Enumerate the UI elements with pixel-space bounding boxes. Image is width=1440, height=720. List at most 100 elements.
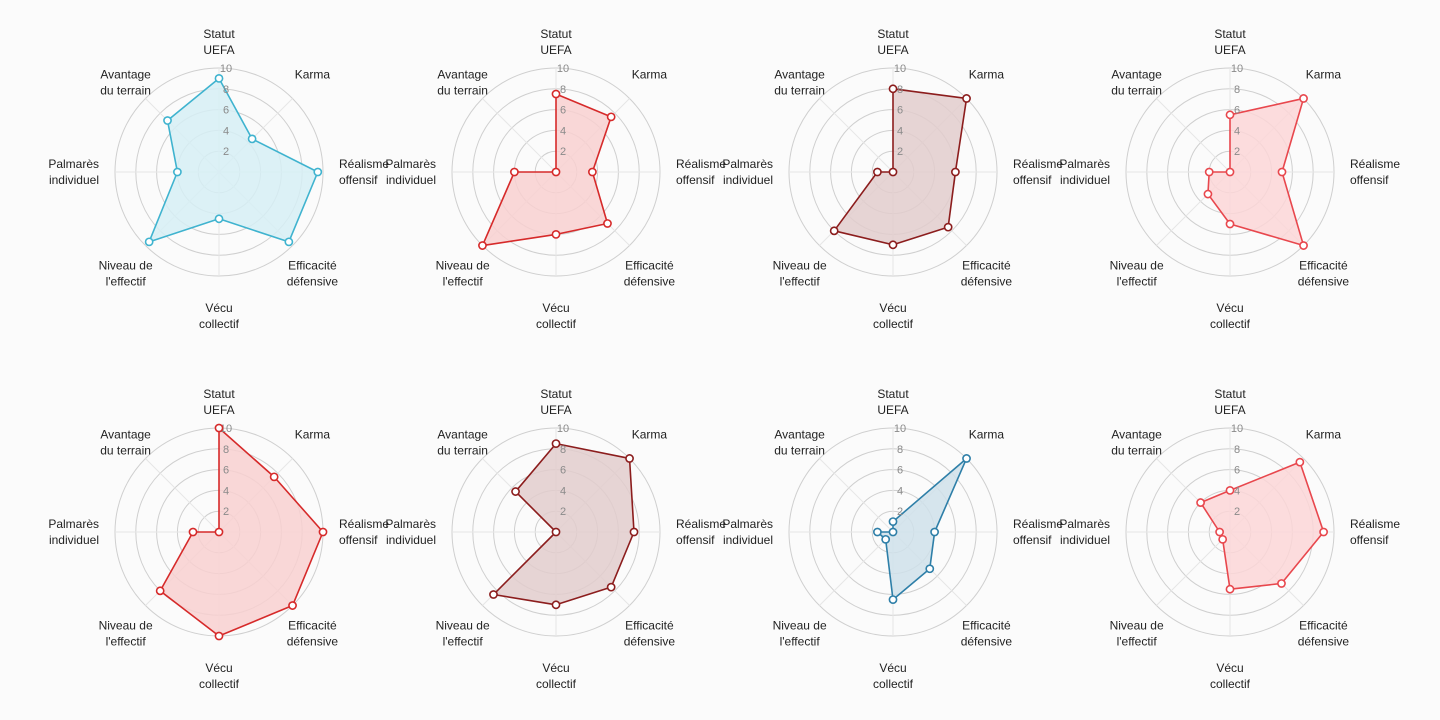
axis-label: Vécu collectif	[199, 301, 240, 331]
axis-label: Réalisme offensif	[339, 157, 389, 187]
axis-label: Statut UEFA	[1214, 387, 1246, 417]
axis-label: Vécu collectif	[536, 301, 577, 331]
data-point	[1319, 527, 1328, 537]
tick-label: 6	[897, 465, 903, 477]
data-point	[872, 167, 882, 177]
data-point	[962, 94, 971, 103]
radar-chart-3: 2 4 6 8 10 Statut UEFA Karma Réalisme offensif Eff…	[722, 27, 1063, 331]
data-point	[478, 241, 487, 250]
tick-label: 2	[1234, 146, 1240, 158]
axis-label: Statut UEFA	[877, 27, 909, 57]
data-point	[551, 439, 561, 448]
data-point	[888, 167, 898, 177]
data-point	[1218, 534, 1228, 544]
axis-label: Avantage du terrain	[1111, 68, 1162, 98]
axis-label: Efficacité défensive	[287, 618, 339, 648]
axis-label: Palmarès individuel	[722, 157, 773, 187]
axis-label: Vécu collectif	[1210, 301, 1251, 331]
data-point	[888, 517, 898, 526]
tick-label: 2	[1234, 506, 1240, 518]
data-point	[313, 167, 323, 177]
axis-label: Avantage du terrain	[437, 428, 488, 458]
tick-label: 6	[1234, 105, 1240, 117]
axis-label: Niveau de l'effectif	[99, 258, 153, 288]
axis-label: Réalisme offensif	[1013, 157, 1063, 187]
axis-label: Karma	[295, 68, 331, 82]
tick-label: 8	[560, 444, 566, 456]
data-point	[930, 527, 939, 537]
data-point	[489, 590, 498, 599]
data-point	[1225, 167, 1235, 177]
data-point	[629, 527, 639, 537]
axis-label: Karma	[1306, 428, 1342, 442]
axis-label: Palmarès individuel	[385, 157, 436, 187]
axis-label: Karma	[969, 428, 1005, 442]
data-point	[214, 527, 224, 537]
axis-label: Palmarès individuel	[1059, 157, 1110, 187]
data-point	[888, 84, 898, 94]
tick-label: 6	[1234, 465, 1240, 477]
axis-label: Vécu collectif	[1210, 661, 1251, 691]
tick-label: 8	[897, 444, 903, 456]
axis-label: Karma	[632, 68, 668, 82]
grid-spoke	[819, 458, 894, 533]
data-point	[1225, 486, 1235, 495]
axis-label: Karma	[632, 428, 668, 442]
data-point	[1299, 241, 1308, 250]
axis-label: Palmarès individuel	[722, 517, 773, 547]
data-point	[1203, 189, 1213, 199]
axis-label: Efficacité défensive	[1298, 618, 1350, 648]
tick-label: 4	[223, 125, 229, 137]
radar-chart-1: 2 4 6 8 10 Statut UEFA Karma Réalisme offensif Eff…	[48, 27, 389, 331]
grid-spoke	[819, 531, 894, 606]
data-point	[625, 454, 634, 463]
tick-label: 8	[560, 84, 566, 96]
data-point	[551, 167, 561, 177]
tick-label: 10	[220, 63, 232, 75]
axis-label: Statut UEFA	[540, 387, 572, 417]
data-point	[606, 112, 616, 122]
data-point	[1277, 167, 1287, 177]
axis-label: Karma	[1306, 68, 1342, 82]
radar-chart-2: 2 4 6 8 10 Statut UEFA Karma Réalisme offensif Eff…	[385, 27, 726, 331]
radar-chart-8: 2 4 6 8 10 Statut UEFA Karma Réalisme offensif Eff…	[1059, 387, 1400, 691]
data-point	[588, 167, 597, 177]
axis-label: Statut UEFA	[203, 387, 235, 417]
data-point	[962, 454, 971, 463]
grid-spoke	[819, 98, 894, 173]
axis-label: Statut UEFA	[540, 27, 572, 57]
axis-label: Avantage du terrain	[774, 68, 825, 98]
axis-label: Palmarès individuel	[48, 517, 99, 547]
tick-label: 8	[1234, 444, 1240, 456]
data-point	[1196, 498, 1205, 507]
tick-label: 8	[223, 84, 229, 96]
axis-label: Efficacité défensive	[624, 258, 676, 288]
axis-label: Avantage du terrain	[1111, 428, 1162, 458]
data-point	[888, 240, 898, 250]
axis-label: Efficacité défensive	[287, 258, 339, 288]
tick-label: 10	[220, 423, 232, 435]
axis-label: Réalisme offensif	[1350, 157, 1400, 187]
data-point	[188, 527, 198, 537]
data-point	[510, 167, 519, 177]
data-point	[1295, 457, 1305, 467]
tick-label: 8	[897, 84, 903, 96]
tick-label: 10	[557, 63, 569, 75]
axis-label: Niveau de l'effectif	[436, 618, 490, 648]
tick-label: 4	[897, 125, 903, 137]
data-point	[603, 219, 612, 228]
radar-chart-7: 2 4 6 8 10 Statut UEFA Karma Réalisme offensif Eff…	[722, 387, 1063, 691]
axis-label: Efficacité défensive	[961, 258, 1013, 288]
tick-label: 2	[897, 506, 903, 518]
axis-label: Karma	[295, 428, 331, 442]
data-point	[247, 134, 257, 144]
tick-label: 6	[897, 105, 903, 117]
data-point	[173, 167, 182, 177]
axis-label: Niveau de l'effectif	[773, 258, 827, 288]
data-point	[269, 472, 279, 482]
tick-label: 6	[223, 465, 229, 477]
data-point	[925, 564, 935, 574]
tick-label: 10	[894, 423, 906, 435]
data-point	[881, 534, 891, 544]
data-point	[551, 89, 561, 99]
